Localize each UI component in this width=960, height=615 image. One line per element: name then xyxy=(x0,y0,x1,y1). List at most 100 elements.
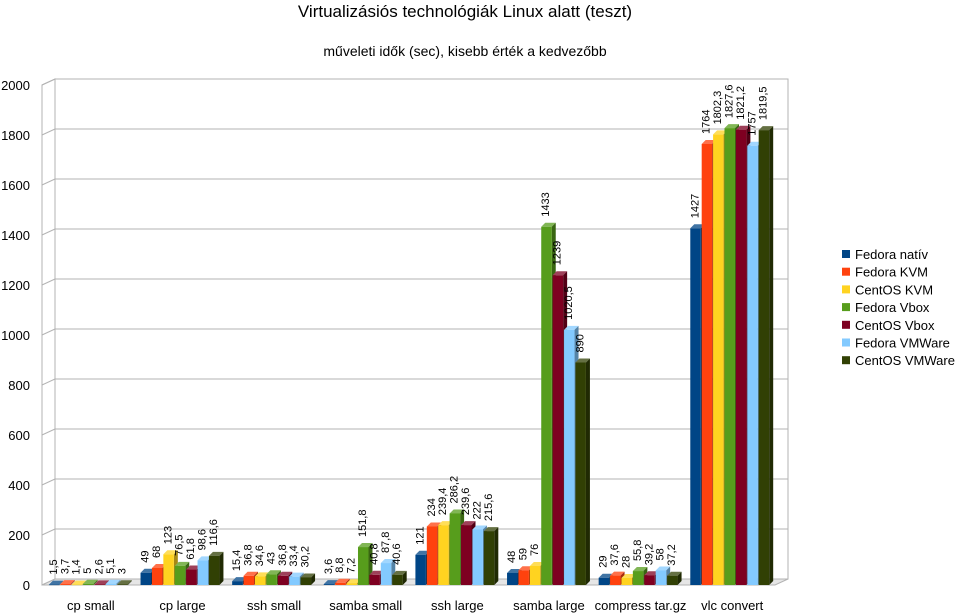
bar-top xyxy=(701,140,717,144)
bar-front xyxy=(83,583,94,585)
bar-top xyxy=(598,573,614,578)
data-label: 5 xyxy=(82,568,94,574)
data-label: 1821,2 xyxy=(735,86,747,120)
data-label: 1827,6 xyxy=(723,84,735,118)
bar-side xyxy=(769,126,774,585)
data-label: 28 xyxy=(620,556,632,568)
bar-front xyxy=(758,130,770,585)
chart-title: Virtualizásiós technológiák Linux alatt … xyxy=(298,2,632,21)
bar-top xyxy=(197,556,213,561)
data-label: 222 xyxy=(471,501,483,519)
data-label: 7,2 xyxy=(346,558,358,573)
x-tick-label: samba large xyxy=(513,598,585,613)
data-label: 8,8 xyxy=(334,558,346,573)
bar-top xyxy=(232,577,247,582)
data-labels: 1,5 3,7 1,4 5 2,6 5,1 3 49 68 123 76,5 61,8 98,6 116,… xyxy=(48,84,770,574)
bar-top xyxy=(60,580,75,585)
bar-front xyxy=(163,554,174,585)
bar-front xyxy=(289,576,300,585)
data-label: 33,4 xyxy=(288,545,300,566)
bar-front xyxy=(243,575,255,585)
bar-top xyxy=(369,570,384,575)
data-label: 1239 xyxy=(552,241,564,265)
legend-swatch xyxy=(842,267,850,276)
bar xyxy=(117,580,132,585)
bar-front xyxy=(438,525,449,585)
y-tick-label: 800 xyxy=(8,378,30,393)
data-label: 5,1 xyxy=(105,558,117,573)
data-label: 98,6 xyxy=(197,529,209,550)
data-label: 34,6 xyxy=(254,545,266,566)
grid-line xyxy=(41,278,56,286)
bar-side xyxy=(585,358,590,585)
y-tick-label: 2000 xyxy=(1,78,30,93)
bar-top xyxy=(449,509,465,514)
bar-front xyxy=(346,583,358,585)
bar xyxy=(758,126,774,585)
bar-front xyxy=(60,584,71,585)
data-label: 215,6 xyxy=(483,494,495,522)
bar-front xyxy=(655,570,667,585)
data-label: 30,2 xyxy=(300,546,312,567)
data-label: 48 xyxy=(506,551,518,563)
bar xyxy=(357,543,373,585)
bar xyxy=(483,527,499,585)
legend-item: Fedora VMWare xyxy=(842,336,950,351)
x-axis: cp small cp large ssh small samba small ssh … xyxy=(67,598,764,613)
bar-front xyxy=(701,144,713,585)
grid-line xyxy=(41,528,56,536)
bar-top xyxy=(610,571,625,576)
bar xyxy=(300,573,316,585)
bar-top xyxy=(71,580,87,585)
bar-top xyxy=(243,571,259,576)
data-label: 76 xyxy=(529,544,541,556)
bar-front xyxy=(461,525,472,585)
data-label: 15,4 xyxy=(231,550,243,571)
data-label: 1757 xyxy=(746,111,758,135)
bar-side xyxy=(219,551,224,585)
bar-front xyxy=(564,329,575,585)
bar-front xyxy=(140,572,152,585)
bar-front xyxy=(380,563,392,585)
data-label: 1802,3 xyxy=(712,91,724,125)
bars xyxy=(48,124,774,586)
bar-top xyxy=(151,564,167,568)
y-tick-label: 1400 xyxy=(1,228,30,243)
data-label: 43 xyxy=(265,552,277,564)
legend-label: CentOS Vbox xyxy=(855,318,935,333)
data-label: 58 xyxy=(655,548,667,560)
grid-line xyxy=(41,328,56,336)
data-label: 1819,5 xyxy=(758,86,770,120)
grid-line xyxy=(41,428,56,436)
bar-front xyxy=(610,575,621,585)
bar-top xyxy=(289,572,304,577)
bar xyxy=(83,579,98,585)
data-label: 3 xyxy=(116,568,128,574)
bar-top xyxy=(564,325,579,330)
bar-front xyxy=(71,584,83,586)
bar xyxy=(208,551,224,585)
data-label: 3,6 xyxy=(323,559,335,574)
legend-label: Fedora KVM xyxy=(855,265,928,280)
x-tick-label: ssh large xyxy=(431,598,484,613)
data-label: 40,8 xyxy=(368,543,380,564)
bar-top xyxy=(461,521,476,526)
grid-lines xyxy=(41,78,788,536)
bar-front xyxy=(117,584,128,585)
bar-top xyxy=(323,580,339,585)
bar-front xyxy=(598,577,610,585)
bar xyxy=(667,571,682,585)
data-label: 40,6 xyxy=(391,543,403,564)
data-label: 3,7 xyxy=(59,559,71,574)
bar-top xyxy=(690,224,705,229)
legend-swatch xyxy=(842,338,850,347)
data-label: 1,4 xyxy=(71,559,83,574)
data-label: 49 xyxy=(140,551,152,563)
bar-top xyxy=(518,566,533,571)
data-label: 1433 xyxy=(540,192,552,216)
bar-top xyxy=(472,525,487,530)
x-tick-label: compress tar.gz xyxy=(595,598,687,613)
bar-top xyxy=(174,561,190,566)
data-label: 36,8 xyxy=(243,544,255,565)
